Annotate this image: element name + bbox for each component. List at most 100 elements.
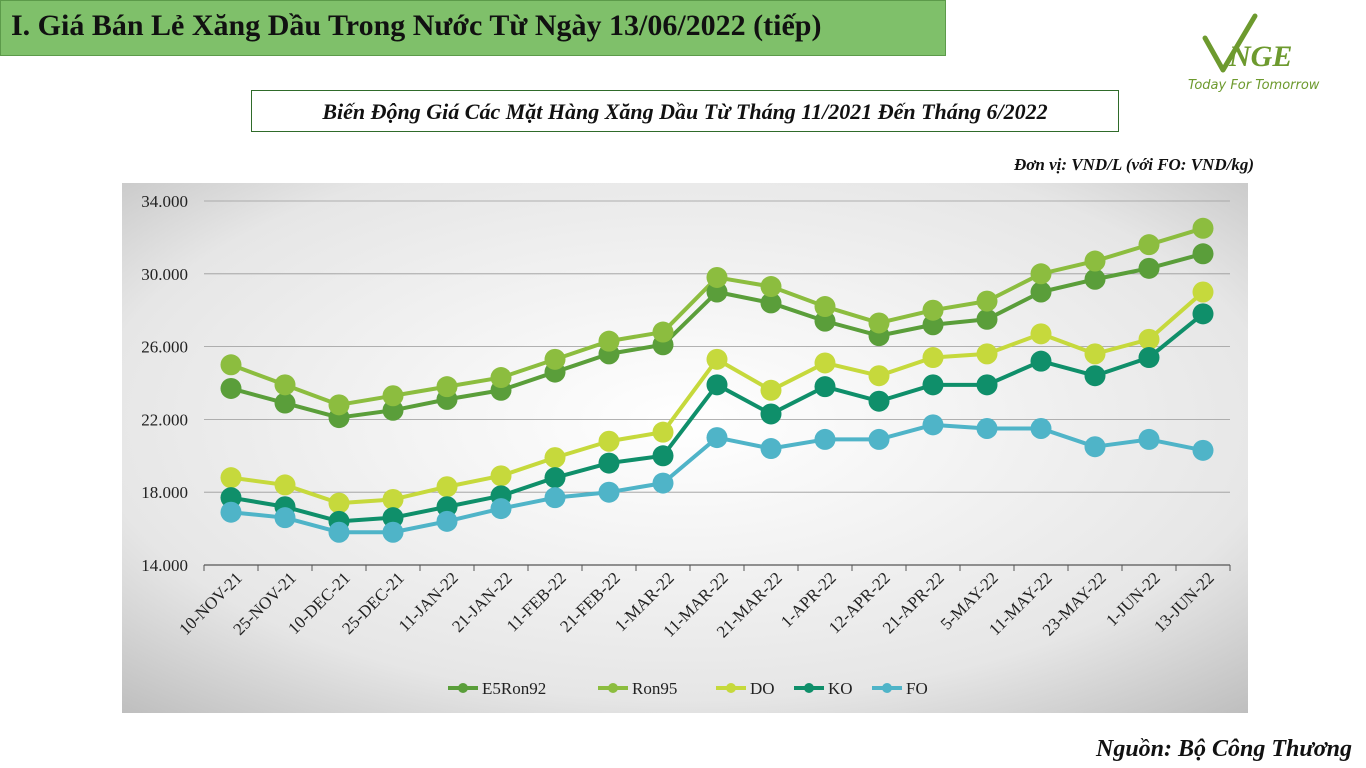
data-point-fo — [1084, 436, 1106, 458]
data-point-ron95 — [922, 299, 944, 321]
data-point-fo — [760, 438, 782, 460]
data-point-ron95 — [544, 348, 566, 370]
data-point-do — [1084, 343, 1106, 365]
data-point-ko — [598, 452, 620, 474]
data-point-do — [1030, 323, 1052, 345]
data-point-e5ron92 — [814, 310, 836, 332]
data-point-ko — [544, 467, 566, 489]
data-point-ron95 — [1030, 263, 1052, 285]
data-point-do — [382, 488, 404, 510]
data-point-e5ron92 — [1030, 281, 1052, 303]
data-point-e5ron92 — [1084, 268, 1106, 290]
data-point-ron95 — [814, 296, 836, 318]
data-point-do — [1192, 281, 1214, 303]
data-point-fo — [274, 507, 296, 529]
data-point-fo — [976, 418, 998, 439]
page-title: I. Giá Bán Lẻ Xăng Dầu Trong Nước Từ Ngà… — [11, 9, 822, 42]
data-point-ron95 — [760, 276, 782, 298]
data-point-e5ron92 — [220, 377, 242, 399]
data-point-fo — [382, 521, 404, 543]
legend-swatch-marker — [726, 683, 736, 693]
data-point-ko — [706, 374, 728, 396]
data-point-ko — [922, 374, 944, 396]
data-point-do — [544, 447, 566, 469]
data-point-ko — [382, 507, 404, 529]
header-banner: I. Giá Bán Lẻ Xăng Dầu Trong Nước Từ Ngà… — [0, 0, 946, 56]
data-point-do — [922, 347, 944, 369]
data-point-ron95 — [976, 290, 998, 312]
data-point-fo — [922, 414, 944, 436]
data-point-ron95 — [382, 385, 404, 407]
data-point-ko — [436, 496, 458, 518]
data-point-e5ron92 — [706, 281, 728, 303]
data-point-ko — [220, 487, 242, 509]
data-point-e5ron92 — [1138, 257, 1160, 279]
data-point-do — [814, 352, 836, 374]
data-point-do — [598, 430, 620, 452]
data-point-fo — [706, 427, 728, 449]
data-point-ron95 — [1192, 217, 1214, 239]
data-point-fo — [436, 510, 458, 532]
legend-label: KO — [828, 679, 853, 698]
data-point-ron95 — [328, 394, 350, 416]
data-point-ko — [868, 390, 890, 412]
legend-label: FO — [906, 679, 928, 698]
data-point-ko — [1030, 350, 1052, 372]
chart-panel: 14.000 18.000 22.000 26.000 30.000 34.000 10-… — [122, 183, 1248, 713]
data-point-ron95 — [274, 374, 296, 396]
data-point-ko — [1192, 303, 1214, 325]
data-point-e5ron92 — [1192, 243, 1214, 265]
data-point-e5ron92 — [382, 399, 404, 421]
data-point-do — [706, 348, 728, 370]
data-point-do — [490, 465, 512, 487]
data-point-do — [274, 474, 296, 496]
legend-label: E5Ron92 — [482, 679, 546, 698]
y-tick-label: 14.000 — [141, 556, 188, 575]
data-point-fo — [220, 501, 242, 523]
legend-label: DO — [750, 679, 775, 698]
y-tick-label: 22.000 — [141, 410, 188, 429]
data-point-do — [328, 492, 350, 514]
legend-label: Ron95 — [632, 679, 677, 698]
source-note: Nguồn: Bộ Công Thương — [1096, 736, 1352, 762]
data-point-do — [220, 467, 242, 489]
data-point-fo — [1192, 439, 1214, 461]
data-point-ron95 — [652, 321, 674, 343]
legend-swatch-marker — [882, 683, 892, 693]
data-point-ron95 — [598, 330, 620, 352]
data-point-ron95 — [220, 354, 242, 376]
y-tick-label: 26.000 — [141, 338, 188, 357]
data-point-fo — [490, 498, 512, 520]
data-point-fo — [1138, 428, 1160, 450]
data-point-ko — [760, 403, 782, 425]
data-point-ko — [814, 376, 836, 398]
data-point-fo — [1030, 418, 1052, 439]
data-point-e5ron92 — [922, 314, 944, 336]
data-point-e5ron92 — [760, 292, 782, 314]
data-point-fo — [652, 472, 674, 494]
y-tick-label: 34.000 — [141, 192, 188, 211]
data-point-fo — [814, 428, 836, 450]
data-point-e5ron92 — [274, 392, 296, 414]
data-point-do — [760, 379, 782, 401]
data-point-do — [976, 343, 998, 365]
chart-background — [122, 183, 1248, 713]
data-point-do — [868, 365, 890, 387]
y-tick-label: 18.000 — [141, 483, 188, 502]
unit-label: Đơn vị: VND/L (với FO: VND/kg) — [1013, 155, 1254, 174]
data-point-ko — [1084, 365, 1106, 387]
data-point-fo — [328, 521, 350, 543]
chart-title: Biến Động Giá Các Mặt Hàng Xăng Dầu Từ T… — [322, 99, 1048, 124]
data-point-ron95 — [1138, 234, 1160, 256]
y-tick-label: 30.000 — [141, 265, 188, 284]
legend-swatch-marker — [608, 683, 618, 693]
data-point-e5ron92 — [976, 308, 998, 330]
data-point-fo — [598, 481, 620, 503]
data-point-fo — [868, 428, 890, 450]
logo-tagline: Today For Tomorrow — [1188, 78, 1320, 93]
legend-swatch-marker — [804, 683, 814, 693]
data-point-fo — [544, 487, 566, 509]
chart-title-box: Biến Động Giá Các Mặt Hàng Xăng Dầu Từ T… — [251, 90, 1119, 132]
data-point-ron95 — [868, 312, 890, 334]
